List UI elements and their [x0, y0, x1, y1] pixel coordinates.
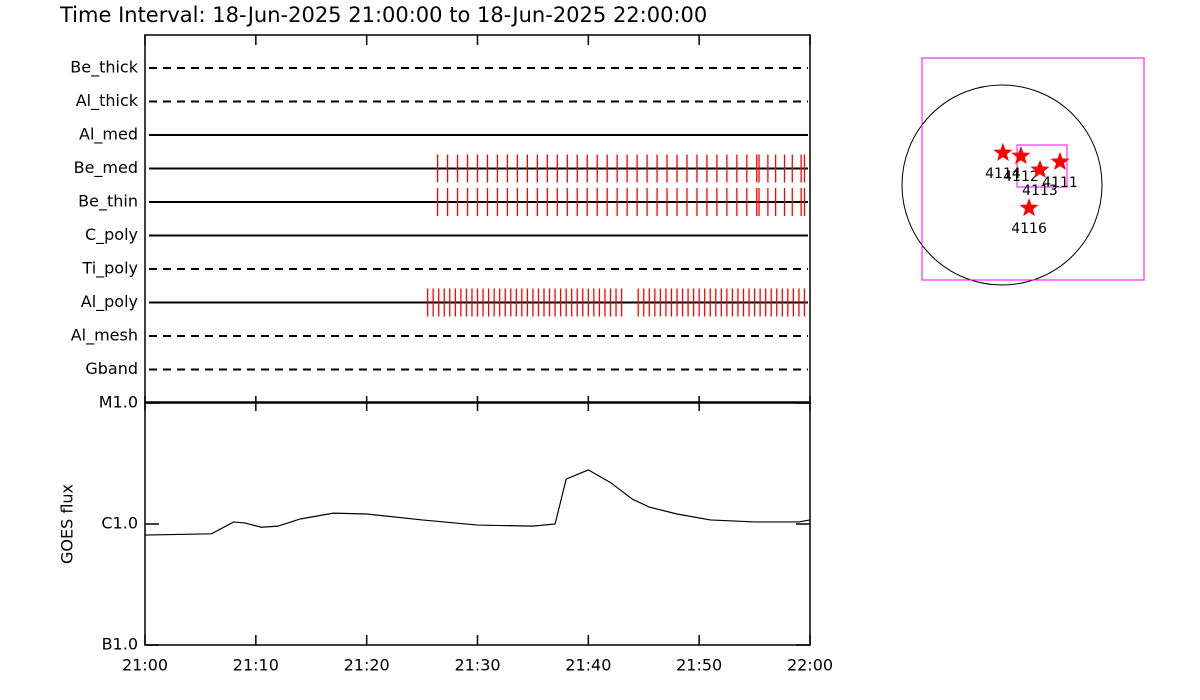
region-star: [1011, 146, 1031, 165]
region-label: 4112: [1003, 169, 1039, 185]
goes-line: [144, 469, 811, 536]
row-label: Al_mesh: [71, 326, 138, 346]
x-tick-label: 21:10: [233, 656, 279, 675]
region-star: [1019, 198, 1039, 217]
x-tick-label: 21:00: [122, 656, 168, 675]
row-label: C_poly: [85, 225, 138, 245]
y-tick-label: C1.0: [101, 514, 138, 533]
region-star: [1030, 159, 1050, 178]
region-star: [1050, 151, 1070, 170]
row-label: Be_thick: [70, 58, 138, 78]
region-label: 4114: [985, 166, 1021, 182]
y-tick-label: M1.0: [99, 393, 138, 412]
row-label: Al_med: [79, 125, 138, 145]
map-frame: [921, 57, 1145, 281]
row-label: Al_poly: [81, 292, 138, 312]
row-label: Be_med: [74, 158, 138, 178]
y-axis-label: GOES flux: [58, 484, 77, 564]
x-tick-label: 22:00: [787, 656, 833, 675]
row-label: Ti_poly: [81, 259, 138, 279]
region-label: 4116: [1011, 221, 1047, 237]
region-star: [993, 142, 1013, 161]
fov-box: [1016, 144, 1068, 188]
chart-title: Time Interval: 18-Jun-2025 21:00:00 to 1…: [59, 3, 707, 27]
goes-frame: [144, 402, 811, 646]
row-label: Be_thin: [78, 192, 138, 212]
x-tick-label: 21:20: [344, 656, 390, 675]
row-label: Al_thick: [76, 91, 139, 111]
region-label: 4113: [1022, 183, 1058, 199]
timeline-frame: [144, 34, 811, 403]
x-tick-label: 21:30: [454, 656, 500, 675]
x-tick-label: 21:50: [676, 656, 722, 675]
solar-disk: [901, 84, 1103, 286]
row-label: Gband: [85, 359, 138, 378]
region-label: 4111: [1042, 175, 1078, 191]
y-tick-label: B1.0: [102, 635, 138, 654]
x-tick-label: 21:40: [565, 656, 611, 675]
